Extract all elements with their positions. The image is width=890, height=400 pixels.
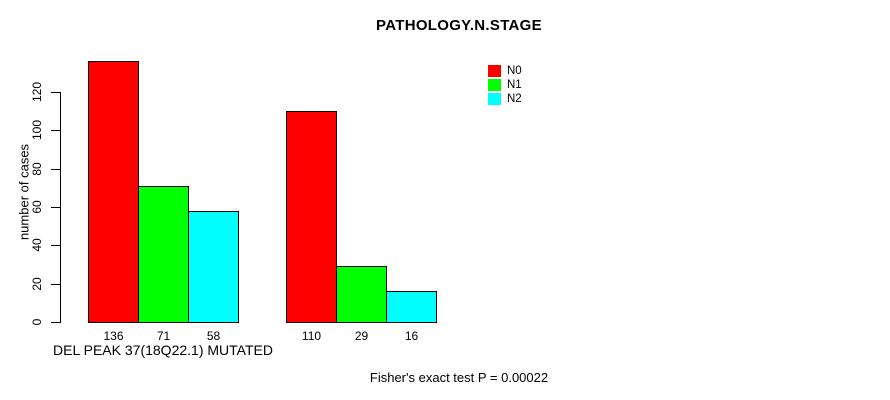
x-axis-title: DEL PEAK 37(18Q22.1) MUTATED: [53, 342, 273, 358]
bar-value-label: 71: [156, 329, 171, 343]
y-axis-tick-label: 120: [30, 81, 44, 103]
bar-n1-group-1: [138, 186, 189, 323]
legend-swatch-n2: [488, 93, 501, 105]
bar-n0-group-2: [286, 111, 337, 323]
bar-value-label: 58: [206, 329, 221, 343]
legend-item-label: N1: [507, 79, 522, 91]
y-axis-tick: [51, 169, 61, 170]
bar-value-label: 110: [301, 329, 322, 343]
y-axis-tick-label: 60: [30, 200, 44, 214]
legend-item-label: N2: [507, 93, 522, 105]
legend-swatch-n1: [488, 79, 501, 91]
bar-n1-group-2: [336, 266, 387, 323]
legend-swatch-n0: [488, 65, 501, 77]
legend-item: N2: [488, 92, 522, 106]
y-axis-tick: [51, 322, 61, 323]
legend-item: N0: [488, 64, 522, 78]
y-axis-tick-label: 0: [30, 318, 44, 326]
bar-value-label: 29: [354, 329, 369, 343]
y-axis-tick: [51, 130, 61, 131]
y-axis-tick: [51, 92, 61, 93]
y-axis-tick: [51, 207, 61, 208]
legend-item-label: N0: [507, 65, 522, 77]
y-axis-tick-label: 100: [30, 119, 44, 141]
y-axis-tick-label: 20: [30, 277, 44, 291]
bar-n2-group-1: [188, 211, 239, 323]
bar-value-label: 16: [404, 329, 419, 343]
legend: N0 N1 N2: [488, 64, 522, 106]
bar-n2-group-2: [386, 291, 437, 323]
y-axis-title: number of cases: [16, 143, 32, 241]
y-axis-tick-label: 80: [30, 162, 44, 176]
bar-value-label: 136: [103, 329, 124, 343]
y-axis-tick: [51, 245, 61, 246]
chart-title: PATHOLOGY.N.STAGE: [376, 17, 542, 34]
bar-n0-group-1: [88, 61, 139, 323]
y-axis-tick: [51, 284, 61, 285]
y-axis-tick-label: 40: [30, 238, 44, 252]
legend-item: N1: [488, 78, 522, 92]
stat-test-caption: Fisher's exact test P = 0.00022: [369, 370, 549, 385]
